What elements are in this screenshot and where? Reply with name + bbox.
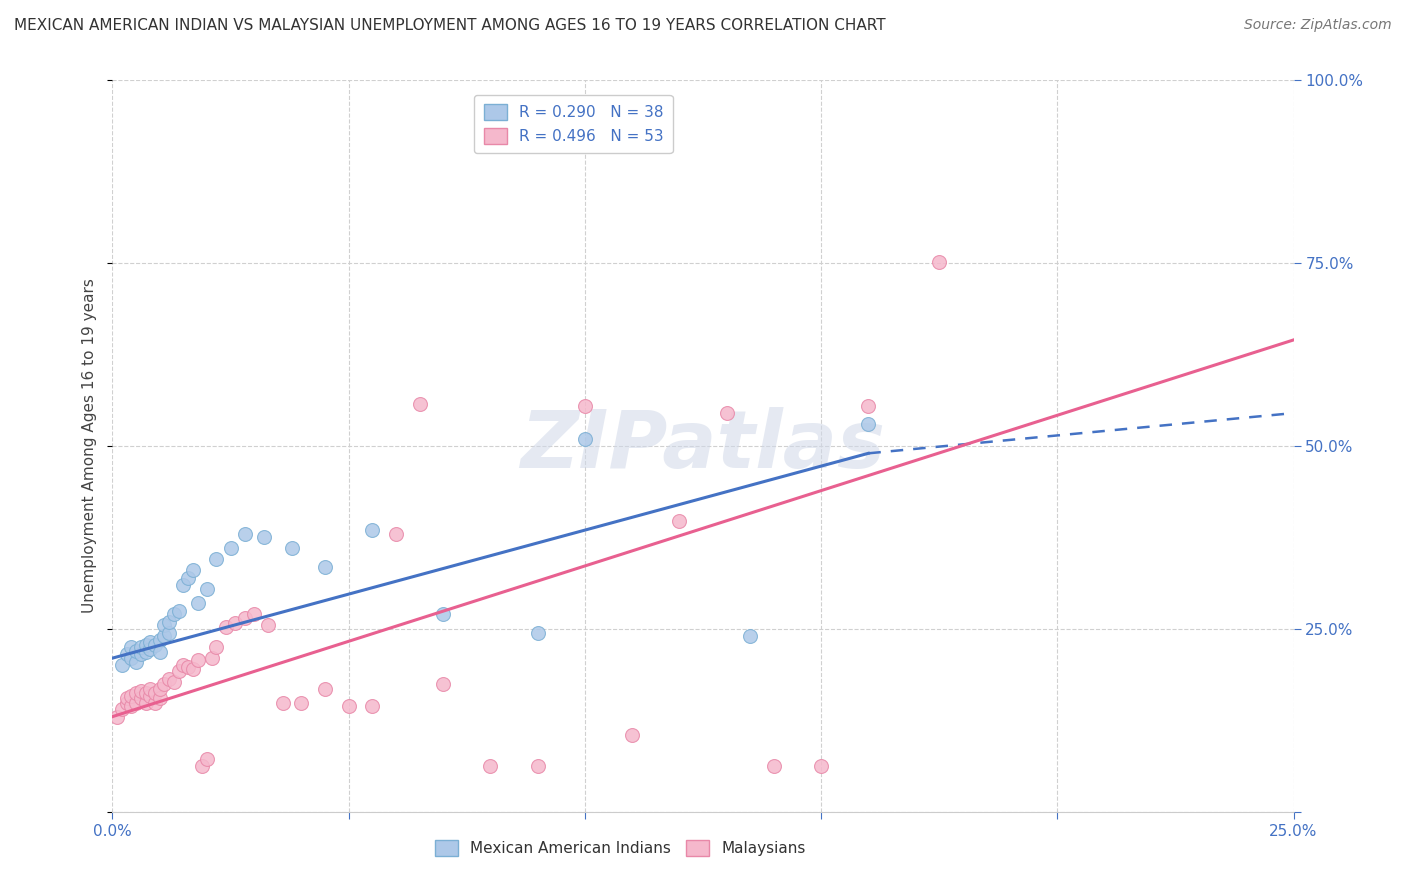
Point	[177, 660, 200, 674]
Point	[574, 399, 596, 413]
Point	[135, 638, 157, 652]
Point	[205, 640, 228, 655]
Point	[479, 759, 502, 773]
Point	[125, 686, 148, 700]
Point	[191, 759, 214, 773]
Point	[129, 684, 152, 698]
Text: ZIPatlas: ZIPatlas	[520, 407, 886, 485]
Point	[337, 698, 360, 713]
Point	[858, 417, 880, 431]
Point	[120, 689, 142, 703]
Point	[125, 697, 148, 711]
Point	[408, 396, 430, 410]
Point	[139, 642, 162, 657]
Point	[195, 752, 218, 766]
Point	[526, 625, 548, 640]
Point	[120, 698, 142, 713]
Point	[224, 615, 246, 630]
Point	[172, 578, 194, 592]
Point	[314, 559, 336, 574]
Point	[219, 541, 242, 556]
Point	[143, 697, 166, 711]
Point	[143, 686, 166, 700]
Point	[243, 607, 266, 622]
Point	[120, 640, 142, 655]
Y-axis label: Unemployment Among Ages 16 to 19 years: Unemployment Among Ages 16 to 19 years	[82, 278, 97, 614]
Point	[129, 648, 152, 662]
Point	[105, 709, 128, 723]
Point	[281, 541, 304, 556]
Point	[290, 697, 312, 711]
Point	[205, 552, 228, 566]
Point	[153, 618, 176, 632]
Point	[810, 759, 832, 773]
Point	[740, 629, 762, 643]
Point	[153, 676, 176, 690]
Point	[135, 686, 157, 700]
Point	[143, 638, 166, 652]
Point	[149, 681, 172, 696]
Point	[181, 563, 204, 577]
Point	[668, 514, 690, 528]
Point	[201, 651, 224, 665]
Point	[157, 615, 180, 629]
Point	[115, 648, 138, 662]
Legend: Mexican American Indians, Malaysians: Mexican American Indians, Malaysians	[429, 834, 811, 863]
Point	[195, 582, 218, 596]
Point	[314, 681, 336, 696]
Text: MEXICAN AMERICAN INDIAN VS MALAYSIAN UNEMPLOYMENT AMONG AGES 16 TO 19 YEARS CORR: MEXICAN AMERICAN INDIAN VS MALAYSIAN UNE…	[14, 18, 886, 33]
Point	[125, 655, 148, 669]
Point	[135, 645, 157, 659]
Point	[233, 611, 256, 625]
Point	[115, 691, 138, 706]
Point	[111, 702, 134, 716]
Point	[762, 759, 785, 773]
Point	[215, 620, 238, 634]
Point	[858, 399, 880, 413]
Point	[526, 759, 548, 773]
Point	[186, 596, 208, 610]
Point	[385, 526, 408, 541]
Point	[167, 665, 190, 679]
Point	[149, 645, 172, 659]
Point	[163, 674, 186, 689]
Point	[167, 603, 190, 617]
Point	[621, 728, 644, 742]
Point	[271, 697, 294, 711]
Point	[186, 652, 208, 666]
Point	[115, 697, 138, 711]
Point	[432, 607, 454, 622]
Point	[129, 691, 152, 706]
Point	[432, 676, 454, 690]
Point	[157, 672, 180, 686]
Point	[149, 632, 172, 647]
Point	[120, 651, 142, 665]
Point	[129, 640, 152, 655]
Point	[361, 698, 384, 713]
Point	[177, 571, 200, 585]
Point	[135, 697, 157, 711]
Point	[139, 635, 162, 649]
Point	[257, 618, 280, 632]
Text: Source: ZipAtlas.com: Source: ZipAtlas.com	[1244, 18, 1392, 32]
Point	[172, 658, 194, 673]
Point	[125, 644, 148, 658]
Point	[139, 689, 162, 703]
Point	[163, 607, 186, 622]
Point	[153, 629, 176, 643]
Point	[149, 691, 172, 706]
Point	[716, 406, 738, 420]
Point	[233, 526, 256, 541]
Point	[361, 523, 384, 537]
Point	[181, 662, 204, 676]
Point	[928, 254, 950, 268]
Point	[253, 530, 276, 544]
Point	[139, 681, 162, 696]
Point	[111, 658, 134, 673]
Point	[574, 432, 596, 446]
Point	[157, 625, 180, 640]
